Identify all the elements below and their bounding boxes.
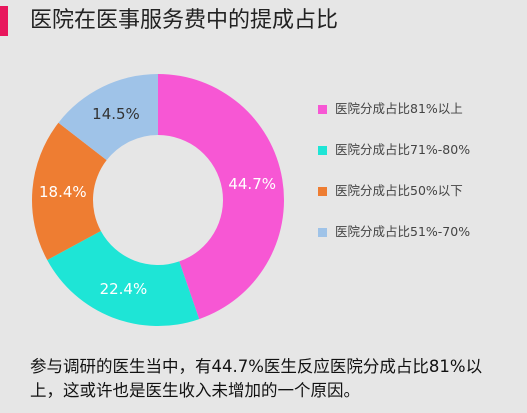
legend-label: 医院分成占比81%以上 [335, 101, 463, 116]
legend-item-3: 医院分成占比50%以下 [318, 182, 518, 202]
legend-item-2: 医院分成占比71%-80% [318, 141, 518, 161]
legend-label: 医院分成占比50%以下 [335, 183, 463, 198]
footnote-text: 参与调研的医生当中，有44.7%医生反应医院分成占比81%以上，这或许也是医生收… [30, 357, 483, 400]
legend-swatch [318, 228, 327, 237]
title-bar: 医院在医事服务费中的提成占比 [0, 6, 527, 36]
donut-slice-3 [31, 122, 107, 261]
slice-value-label-2: 22.4% [100, 280, 148, 298]
legend-swatch [318, 105, 327, 114]
legend-item-1: 医院分成占比81%以上 [318, 100, 518, 120]
legend-swatch [318, 187, 327, 196]
title-accent-bar [0, 6, 8, 36]
legend-label: 医院分成占比71%-80% [335, 142, 471, 157]
legend-label: 医院分成占比51%-70% [335, 224, 471, 239]
legend-item-4: 医院分成占比51%-70% [318, 223, 518, 243]
chart-title: 医院在医事服务费中的提成占比 [30, 8, 339, 33]
legend-swatch [318, 146, 327, 155]
donut-slice-2 [47, 230, 200, 327]
donut-slice-4 [58, 74, 158, 161]
donut-slice-1 [158, 74, 285, 320]
slice-value-label-3: 18.4% [39, 183, 87, 201]
chart-legend: 医院分成占比81%以上 医院分成占比71%-80% 医院分成占比50%以下 医院分成占… [318, 100, 518, 264]
slice-value-label-4: 14.5% [92, 105, 140, 123]
slice-value-label-1: 44.7% [228, 175, 276, 193]
donut-slices [31, 74, 285, 327]
donut-value-labels: 44.7% 22.4% 18.4% 14.5% [39, 105, 276, 298]
